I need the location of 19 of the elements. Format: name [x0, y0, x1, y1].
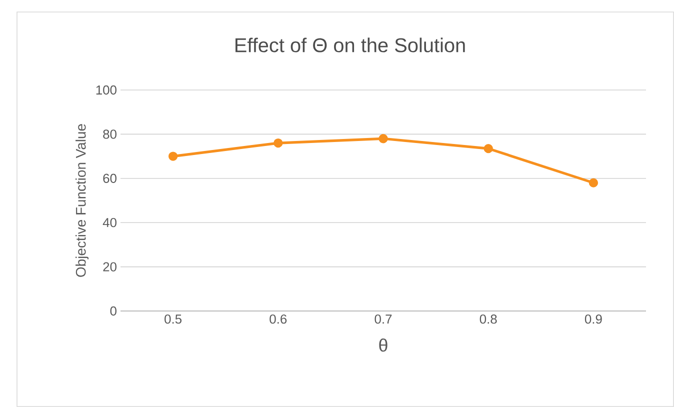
point — [274, 138, 283, 148]
x-axis-title: θ — [379, 338, 388, 352]
y-tick-label: 0 — [110, 306, 116, 316]
y-axis-title: Objective Function Value — [76, 124, 89, 277]
x-tick-label: 0.7 — [374, 314, 392, 324]
x-tick-label: 0.5 — [164, 314, 182, 324]
point — [484, 144, 493, 154]
point — [168, 152, 178, 161]
point — [378, 134, 388, 144]
x-tick-label: 0.9 — [584, 314, 602, 324]
y-tick-label: 40 — [102, 218, 116, 228]
chart-title: Effect of Θ on the Solution — [236, 38, 465, 52]
point — [588, 178, 598, 188]
x-tick-label: 0.6 — [270, 314, 287, 324]
y-tick-label: 80 — [103, 130, 116, 139]
y-tick-label: 60 — [103, 174, 116, 183]
y-tick-label: 100 — [96, 85, 116, 95]
x-tick-label: 0.8 — [480, 314, 497, 324]
y-tick-label: 20 — [103, 262, 116, 272]
